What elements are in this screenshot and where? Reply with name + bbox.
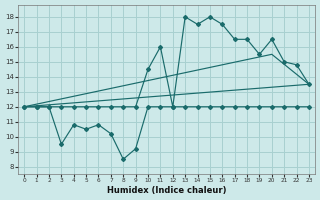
X-axis label: Humidex (Indice chaleur): Humidex (Indice chaleur): [107, 186, 226, 195]
